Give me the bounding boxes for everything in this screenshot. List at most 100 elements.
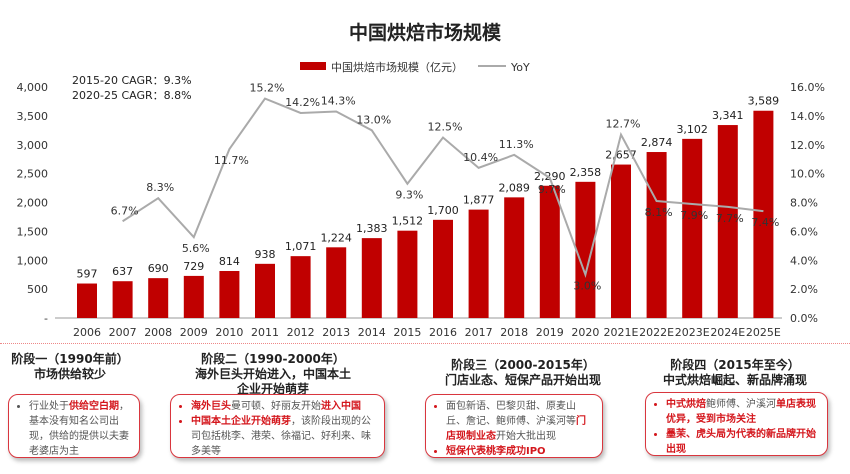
bullet-text: 短保代表桃李成功IPO <box>446 446 546 457</box>
bar <box>397 230 418 318</box>
stage-bullet: 面包新语、巴黎贝甜、原麦山丘、詹记、鲍师傅、沪溪河等门店现制业态开始大批出现 <box>446 399 594 444</box>
left-axis-tick: 3,000 <box>17 139 49 152</box>
stage-title: 阶段一（1990年前） 市场供给较少 <box>0 352 190 382</box>
x-axis-tick: 2021E <box>604 326 639 339</box>
legend-bar-label: 中国烘焙市场规模（亿元） <box>331 60 463 74</box>
yoy-label: 9.3% <box>395 189 423 202</box>
stage-description-box: 行业处于供给空白期，基本没有知名公司出现，供给的提供以夫妻老婆店为主 <box>8 394 140 458</box>
bar-label: 3,102 <box>676 123 708 136</box>
stage-bullet: 中式烘焙鲍师傅、沪溪河单店表现优异，受到市场关注 <box>666 397 819 427</box>
left-axis-tick: 1,500 <box>17 225 49 238</box>
stage-title: 阶段四（2015年至今） 中式烘焙崛起、新品牌涌现 <box>615 358 850 388</box>
left-axis-tick: 2,000 <box>17 197 49 210</box>
bar-label: 1,877 <box>463 194 495 207</box>
stage-description-box: 海外巨头曼可顿、好丽友开始进入中国中国本土企业开始萌芽，该阶段出现的公司包括桃李… <box>170 394 385 458</box>
bar <box>361 238 382 318</box>
bar <box>219 270 240 318</box>
combo-chart: - 500 1,000 1,500 2,000 2,500 3,000 3,500 4,000 0… <box>17 60 825 339</box>
bullet-text: ，基本没有知名公司出现，供给的提供以夫妻老婆店为主 <box>29 401 129 457</box>
right-axis-tick: 2.0% <box>790 283 818 296</box>
bar-label: 1,383 <box>356 222 388 235</box>
right-axis-tick: 0.0% <box>790 312 818 325</box>
left-axis-tick: 4,000 <box>17 81 49 94</box>
stage-title-line: 阶段三（2000-2015年） <box>451 358 595 372</box>
bullet-text: 进入中国 <box>321 401 361 412</box>
yoy-label: 14.2% <box>285 96 320 109</box>
bar <box>255 263 275 318</box>
x-axis-tick: 2013 <box>322 326 350 339</box>
bullet-text: 中国本土企业开始萌芽 <box>191 416 291 427</box>
yoy-label: 9.7% <box>538 183 566 196</box>
stage-title-line: 企业开始萌芽 <box>236 382 309 396</box>
bullet-text: 开始大批出现 <box>496 431 556 442</box>
bar <box>290 256 311 318</box>
x-axis-tick: 2009 <box>180 326 208 339</box>
bar <box>682 138 703 318</box>
x-axis-tick: 2012 <box>287 326 315 339</box>
bar-label: 3,341 <box>712 109 744 122</box>
legend-line-label: YoY <box>510 61 530 74</box>
left-axis-tick: 3,500 <box>17 110 49 123</box>
bar <box>575 181 596 318</box>
stage-bullet: 行业处于供给空白期，基本没有知名公司出现，供给的提供以夫妻老婆店为主 <box>29 399 131 459</box>
bar-label: 938 <box>255 248 276 261</box>
bar <box>148 278 169 318</box>
legend-bar-swatch <box>300 62 326 70</box>
stage-bullet: 墨茉、虎头局为代表的新品牌开始出现 <box>666 427 819 457</box>
stage-title-line: 门店业态、短保产品开始出现 <box>444 373 601 387</box>
x-axis-tick: 2007 <box>109 326 137 339</box>
yoy-label: 8.3% <box>146 181 174 194</box>
bar <box>468 209 489 318</box>
divider <box>0 343 850 344</box>
x-axis-tick: 2011 <box>251 326 279 339</box>
bar-label: 3,589 <box>748 95 780 108</box>
yoy-label: 10.4% <box>463 151 498 164</box>
x-axis-tick: 2010 <box>215 326 243 339</box>
bullet-text: ，该阶段出现的公司包括桃李、港荣、徐福记、好利来、味多美等 <box>191 416 371 457</box>
stage-title: 阶段二（1990-2000年） 海外巨头开始进入，中国本土 企业开始萌芽 <box>153 352 393 397</box>
x-axis-tick: 2020 <box>571 326 599 339</box>
bullet-text: 面包新语、巴黎贝甜、原麦山丘、詹记、鲍师傅、沪溪河等 <box>446 401 576 427</box>
bar <box>326 247 347 318</box>
x-axis-tick: 2016 <box>429 326 457 339</box>
yoy-label: 7.7% <box>716 212 744 225</box>
right-axis-tick: 8.0% <box>790 197 818 210</box>
bar <box>504 197 525 318</box>
right-axis-tick: 16.0% <box>790 81 825 94</box>
yoy-label: 11.7% <box>214 154 249 167</box>
x-axis-tick: 2025E <box>746 326 781 339</box>
right-axis-tick: 4.0% <box>790 254 818 267</box>
bar-label: 2,657 <box>605 149 637 162</box>
x-axis-tick: 2019 <box>536 326 564 339</box>
right-axis-tick: 6.0% <box>790 225 818 238</box>
right-axis-tick: 12.0% <box>790 139 825 152</box>
bar <box>646 152 667 318</box>
stage-title-line: 中式烘焙崛起、新品牌涌现 <box>662 373 807 387</box>
bar <box>183 275 204 318</box>
bullet-text: 行业处于 <box>29 401 69 412</box>
bullet-text: 曼可顿、好丽友开始 <box>231 401 321 412</box>
chart-title: 中国烘焙市场规模 <box>348 22 501 44</box>
x-axis-tick: 2023E <box>675 326 710 339</box>
bullet-text: 鲍师傅、沪溪河 <box>706 399 776 410</box>
bar-label: 1,071 <box>285 240 317 253</box>
bar <box>433 219 453 318</box>
x-axis-tick: 2018 <box>500 326 528 339</box>
bar-label: 637 <box>112 265 133 278</box>
bar-label: 1,224 <box>320 231 352 244</box>
x-axis-tick: 2015 <box>393 326 421 339</box>
yoy-label: 7.9% <box>680 209 708 222</box>
x-axis-tick: 2006 <box>73 326 101 339</box>
bullet-text: 墨茉、虎头局为代表的新品牌开始出现 <box>666 429 816 455</box>
left-axis-tick: 500 <box>27 283 48 296</box>
bar <box>112 281 133 318</box>
cagr-annotation: 2015-20 CAGR：9.3% <box>72 74 192 87</box>
stage-description-box: 面包新语、巴黎贝甜、原麦山丘、詹记、鲍师傅、沪溪河等门店现制业态开始大批出现短保… <box>425 394 603 458</box>
yoy-label: 5.6% <box>182 242 210 255</box>
yoy-label: 8.1% <box>645 206 673 219</box>
bar <box>717 125 738 318</box>
bullet-text: 供给空白期 <box>69 401 119 412</box>
x-axis-tick: 2022E <box>639 326 674 339</box>
stage-title-line: 海外巨头开始进入，中国本土 <box>194 367 351 381</box>
